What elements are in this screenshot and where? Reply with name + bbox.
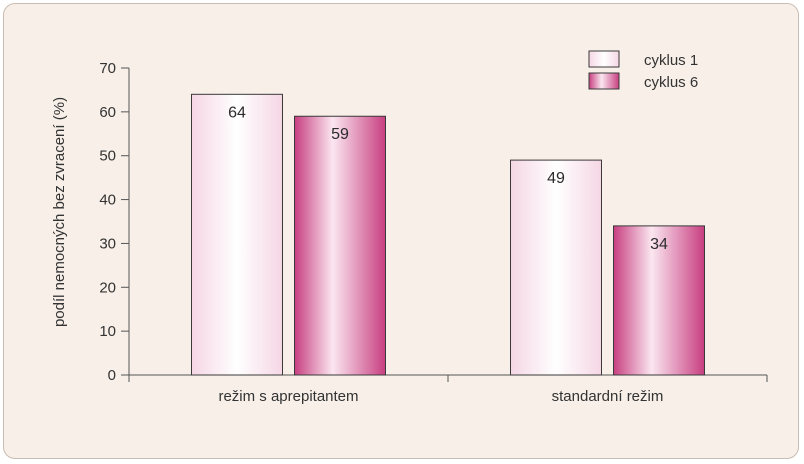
bar-cyklus-6 bbox=[294, 115, 386, 376]
y-tick-label: 10 bbox=[99, 323, 116, 340]
y-tick-label: 60 bbox=[99, 104, 116, 121]
legend-label: cyklus 6 bbox=[644, 74, 698, 91]
legend: cyklus 1 cyklus 6 bbox=[588, 50, 698, 91]
legend-swatch bbox=[588, 50, 620, 68]
bar-cyklus-6 bbox=[613, 225, 705, 376]
bar-cyklus-1 bbox=[510, 159, 602, 376]
legend-label: cyklus 1 bbox=[644, 52, 698, 69]
x-axis: režim s aprepitantem standardní režim bbox=[128, 374, 768, 405]
y-tick-label: 30 bbox=[99, 235, 116, 252]
bar-value-label: 59 bbox=[331, 126, 349, 143]
bar-value-label: 34 bbox=[650, 236, 668, 253]
y-tick-label: 40 bbox=[99, 192, 116, 209]
y-axis: 0 10 20 30 40 50 60 70 bbox=[99, 60, 130, 384]
legend-swatch bbox=[588, 72, 620, 90]
y-tick-label: 0 bbox=[108, 367, 116, 384]
bar-value-label: 49 bbox=[547, 170, 565, 187]
y-tick-label: 20 bbox=[99, 279, 116, 296]
x-category-label: standardní režim bbox=[552, 388, 664, 405]
bars-group: 64 59 49 34 bbox=[191, 93, 705, 376]
y-tick-label: 70 bbox=[99, 60, 116, 77]
bar-cyklus-1 bbox=[191, 93, 283, 376]
bar-value-label: 64 bbox=[228, 104, 246, 121]
x-category-label: režim s aprepitantem bbox=[218, 388, 358, 405]
y-axis-title: podíl nemocných bez zvracení (%) bbox=[51, 97, 68, 327]
y-tick-label: 50 bbox=[99, 148, 116, 165]
